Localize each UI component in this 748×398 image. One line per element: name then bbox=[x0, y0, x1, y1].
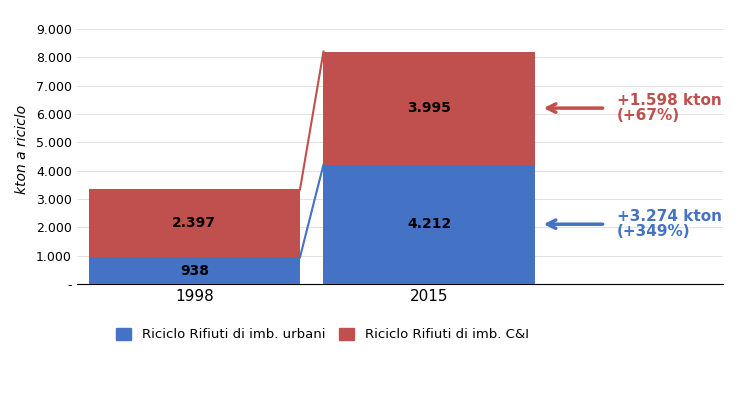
Y-axis label: kton a riciclo: kton a riciclo bbox=[15, 105, 29, 194]
Text: 938: 938 bbox=[180, 263, 209, 277]
Bar bbox=[88, 257, 300, 284]
Bar bbox=[323, 165, 535, 284]
Text: +1.598 kton: +1.598 kton bbox=[617, 93, 722, 108]
Bar bbox=[323, 52, 535, 165]
Text: 2.397: 2.397 bbox=[172, 217, 216, 230]
Text: (+67%): (+67%) bbox=[617, 108, 680, 123]
Text: +3.274 kton: +3.274 kton bbox=[617, 209, 722, 224]
Bar bbox=[88, 189, 300, 257]
Text: 4.212: 4.212 bbox=[407, 217, 451, 231]
Legend: Riciclo Rifiuti di imb. urbani, Riciclo Rifiuti di imb. C&I: Riciclo Rifiuti di imb. urbani, Riciclo … bbox=[110, 323, 534, 347]
Text: 3.995: 3.995 bbox=[407, 101, 451, 115]
Text: (+349%): (+349%) bbox=[617, 224, 690, 239]
